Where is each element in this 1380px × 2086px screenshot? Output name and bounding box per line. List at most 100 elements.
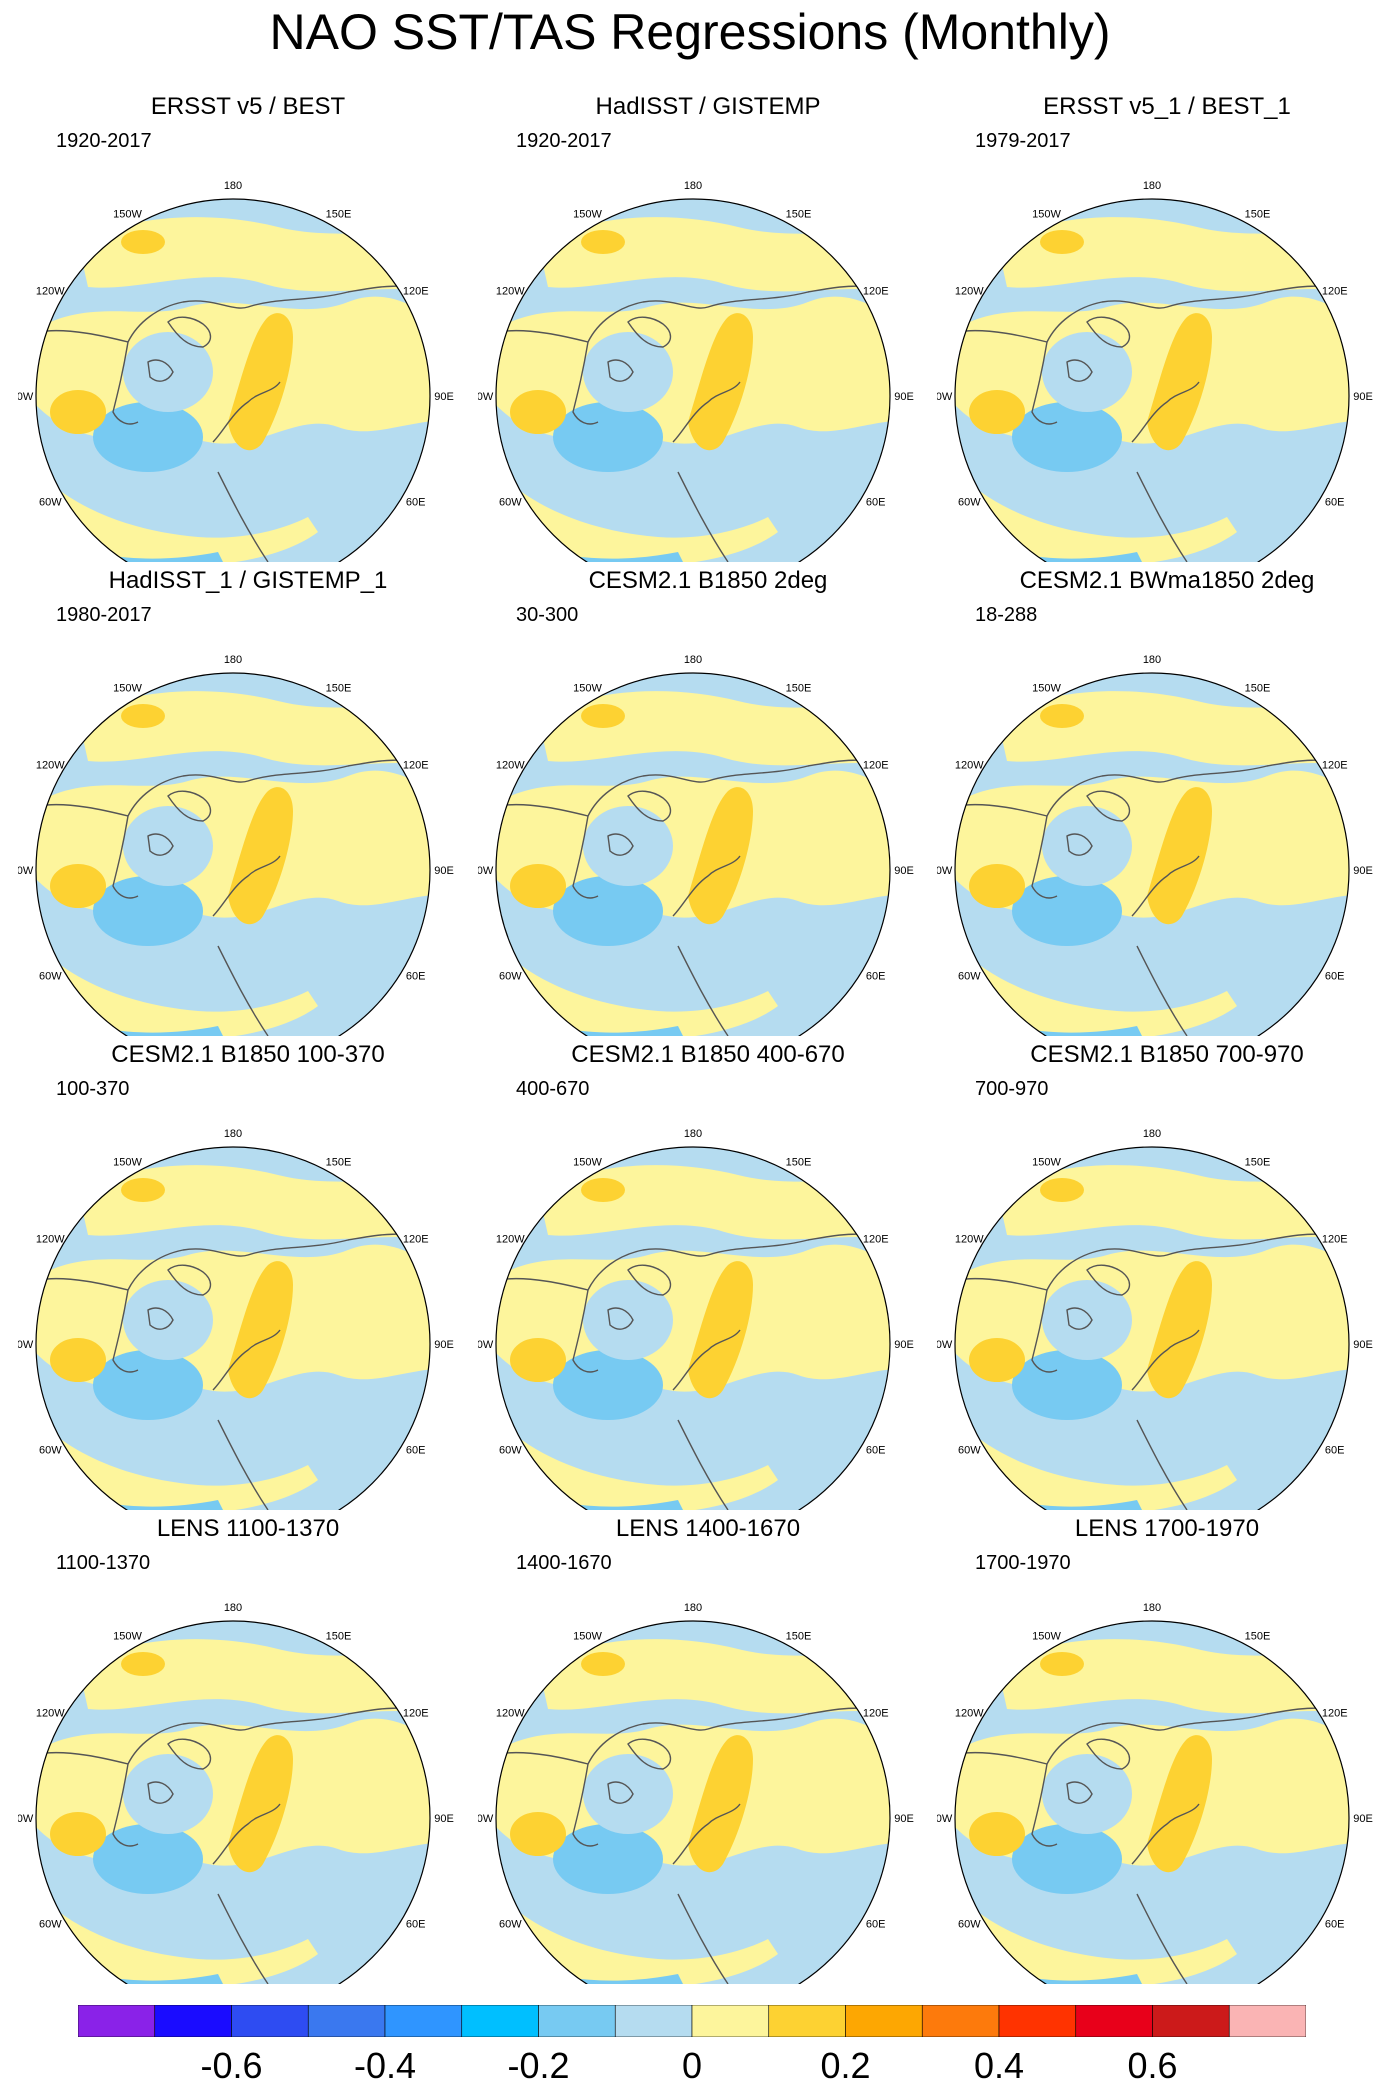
colorbar-tick-label: -0.2 [507,2045,570,2086]
pacific-positive [538,217,890,292]
map-outline [35,1146,431,1510]
eurasia-positive [228,787,293,925]
panel-years: 1100-1370 [56,1552,151,1574]
greenland-region [123,1280,213,1360]
colorbar [78,2005,1306,2037]
panel-title: ERSST v5_1 / BEST_1 [1043,93,1291,120]
longitude-label: 150W [113,1630,142,1642]
panel-title: ERSST v5 / BEST [150,93,346,120]
longitude-label: 90E [894,865,914,877]
longitude-label: 90W [478,391,494,403]
atlantic-blob [969,1812,1025,1856]
eurasia-positive [1147,313,1212,451]
eurasia-positive [688,1261,753,1399]
polar-map: 180150E120E90E60E30E030W60W90W120W150W [478,654,914,1036]
greenland-region [583,1280,673,1360]
longitude-label: 150E [1245,682,1271,694]
longitude-label: 150E [326,1630,352,1642]
longitude-label: 150E [1245,208,1271,220]
longitude-label: 150W [573,1630,602,1642]
longitude-label: 60E [1325,1445,1345,1457]
map-outline [495,1620,891,1984]
colorbar-tick-label: 0.6 [1127,2045,1178,2086]
colorbar-swatch [845,2005,923,2037]
eurasia-positive [228,313,293,451]
longitude-label: 90E [434,391,454,403]
longitude-label: 120E [403,1234,429,1246]
longitude-label: 60E [1325,497,1345,509]
longitude-label: 60E [406,1919,426,1931]
longitude-label: 150W [1032,1156,1061,1168]
longitude-label: 60W [958,1445,981,1457]
longitude-label: 90W [18,391,34,403]
colorbar-swatch [538,2005,616,2037]
eurasia-positive [688,313,753,451]
pacific-blob [1040,704,1084,728]
longitude-label: 150E [786,208,812,220]
coastlines [956,759,1349,1036]
map-panel: LENS 1100-1370 1100-1370 180 150E 120E 90E 60E… [18,1514,478,1984]
map-outline [954,1146,1350,1510]
panel-years: 700-970 [975,1078,1049,1100]
longitude-label: 90E [434,1339,454,1351]
longitude-label: 90W [937,391,953,403]
colorbar-swatch [1075,2005,1153,2037]
labrador-negative [1012,876,1122,946]
longitude-label: 90E [1353,1813,1373,1825]
pacific-blob [1040,1178,1084,1202]
longitude-label: 60W [39,497,62,509]
polar-map: 180150E120E90E60E30E030W60W90W120W150W [478,1602,914,1984]
greenland-region [1042,806,1132,886]
greenland-region [123,1754,213,1834]
longitude-label: 90E [894,391,914,403]
panel-title: HadISST / GISTEMP [595,93,821,120]
figure-title: NAO SST/TAS Regressions (Monthly) [269,4,1111,60]
labrador-negative [1012,1824,1122,1894]
polar-map: 180150E120E90E60E30E030W60W90W120W150W [18,1128,454,1510]
coastlines [956,1233,1349,1510]
eurasia-positive [228,1735,293,1873]
polar-map: 180150E120E90E60E30E030W60W90W120W150W [18,180,454,562]
pacific-blob [581,1652,625,1676]
labrador-negative [93,1350,203,1420]
pacific-positive [997,1165,1349,1240]
longitude-label: 180 [224,1602,242,1614]
pacific-positive [78,691,430,766]
eurasia-positive [688,787,753,925]
map-panel: LENS 1700-1970 1700-1970 180 150E 120E 90E 60E… [937,1514,1380,1984]
longitude-label: 60E [406,1445,426,1457]
colorbar-tick-label: -0.4 [353,2045,417,2086]
pacific-positive [78,1165,430,1240]
coastlines [956,1707,1349,1984]
atlantic-blob [50,390,106,434]
coastlines [37,285,430,562]
panel-title: LENS 1400-1670 [615,1515,801,1542]
longitude-label: 60W [39,1445,62,1457]
longitude-label: 120W [496,1234,525,1246]
greenland-region [123,806,213,886]
greenland-region [123,332,213,412]
longitude-label: 180 [224,180,242,192]
longitude-label: 60W [39,971,62,983]
longitude-label: 120E [403,1708,429,1720]
map-outline [954,672,1350,1036]
longitude-label: 60W [39,1919,62,1931]
greenland-region [1042,1280,1132,1360]
longitude-label: 150E [326,208,352,220]
longitude-label: 120W [36,286,65,298]
panel-years: 30-300 [516,604,579,626]
pacific-blob [121,230,165,254]
longitude-label: 180 [1143,180,1161,192]
panel-title: LENS 1100-1370 [156,1515,340,1542]
longitude-label: 90W [18,865,34,877]
map-panel: LENS 1400-1670 1400-1670 180 150E 120E 90E 60E… [478,1514,938,1984]
longitude-label: 120W [955,760,984,772]
atlantic-blob [510,1338,566,1382]
panel-years: 1980-2017 [56,604,152,626]
longitude-label: 180 [224,1128,242,1140]
longitude-label: 60E [866,497,886,509]
labrador-negative [553,876,663,946]
longitude-label: 150E [1245,1630,1271,1642]
longitude-label: 90E [1353,391,1373,403]
polar-map: 180150E120E90E60E30E030W60W90W120W150W [937,1128,1373,1510]
